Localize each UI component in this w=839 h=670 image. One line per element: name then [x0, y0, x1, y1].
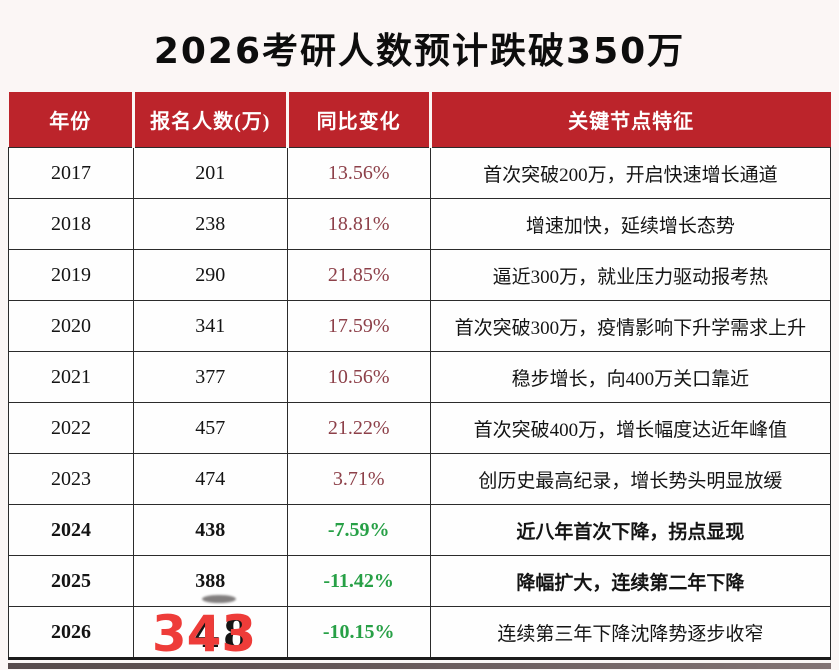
feature-cell: 增速加快，延续增长态势	[429, 198, 832, 250]
data-table: 年份 报名人数(万) 同比变化 关键节点特征 2017 201 13.56% 首次突破…	[8, 92, 832, 663]
table-row: 2025 388 -11.42% 降幅扩大，连续第二年下降	[8, 555, 832, 607]
feature-cell: 创历史最高纪录，增长势头明显放缓	[429, 453, 832, 505]
table-row: 2020 341 17.59% 首次突破300万，疫情影响下升学需求上升	[8, 300, 832, 352]
count-cell: 341	[132, 300, 288, 352]
table-row: 2019 290 21.85% 逼近300万，就业压力驱动报考热	[8, 249, 832, 301]
table-row: 2024 438 -7.59% 近八年首次下降，拐点显现	[8, 504, 832, 556]
col-header-feature: 关键节点特征	[428, 92, 831, 148]
count-cell: 48 343	[132, 605, 288, 663]
col-header-change: 同比变化	[285, 92, 431, 148]
change-cell: -10.15%	[286, 606, 431, 660]
feature-cell: 稳步增长，向400万关口靠近	[429, 351, 832, 403]
table-row: 2026 48 343 -10.15% 连续第三年下降沈降势逐步收窄	[8, 605, 832, 663]
change-cell: -7.59%	[286, 504, 431, 556]
change-cell: 17.59%	[286, 300, 431, 352]
year-cell: 2026	[8, 606, 134, 660]
table-row: 2022 457 21.22% 首次突破400万，增长幅度达近年峰值	[8, 402, 832, 454]
table-row: 2018 238 18.81% 增速加快，延续增长态势	[8, 198, 832, 250]
year-cell: 2021	[8, 351, 134, 403]
year-cell: 2018	[8, 198, 134, 250]
year-cell: 2025	[8, 555, 134, 607]
year-cell: 2019	[8, 249, 134, 301]
year-cell: 2022	[8, 402, 134, 454]
change-cell: 21.22%	[286, 402, 431, 454]
change-cell: 13.56%	[286, 147, 431, 199]
edit-smudge-artifact	[202, 595, 236, 603]
col-header-year: 年份	[8, 92, 134, 148]
year-cell: 2017	[8, 147, 134, 199]
col-header-count: 报名人数(万)	[131, 92, 288, 148]
count-overlay-back: 48	[193, 611, 253, 656]
change-cell: 10.56%	[286, 351, 431, 403]
table-row: 2023 474 3.71% 创历史最高纪录，增长势头明显放缓	[8, 453, 832, 505]
count-cell: 201	[132, 147, 288, 199]
header-row: 年份 报名人数(万) 同比变化 关键节点特征	[8, 92, 831, 148]
feature-cell: 首次突破400万，增长幅度达近年峰值	[429, 402, 832, 454]
count-cell: 438	[132, 504, 288, 556]
change-cell: 3.71%	[286, 453, 431, 505]
table-row: 2021 377 10.56% 稳步增长，向400万关口靠近	[8, 351, 832, 403]
count-cell: 457	[132, 402, 288, 454]
data-table-container: 年份 报名人数(万) 同比变化 关键节点特征 2017 201 13.56% 首次突破…	[8, 92, 832, 663]
change-cell: -11.42%	[286, 555, 431, 607]
change-cell: 21.85%	[286, 249, 431, 301]
count-cell: 474	[132, 453, 288, 505]
count-cell: 290	[132, 249, 288, 301]
bottom-edge-strip	[8, 663, 831, 669]
change-cell: 18.81%	[286, 198, 431, 250]
feature-cell: 首次突破300万，疫情影响下升学需求上升	[429, 300, 832, 352]
count-cell: 377	[132, 351, 288, 403]
feature-cell: 降幅扩大，连续第二年下降	[429, 555, 832, 607]
feature-cell: 近八年首次下降，拐点显现	[429, 504, 832, 556]
table-body: 2017 201 13.56% 首次突破200万，开启快速增长通道 2018 238 18.…	[8, 147, 832, 663]
year-cell: 2024	[8, 504, 134, 556]
feature-cell: 连续第三年下降沈降势逐步收窄	[429, 606, 832, 660]
count-overlay-front: 343	[151, 605, 257, 663]
year-cell: 2023	[8, 453, 134, 505]
table-row: 2017 201 13.56% 首次突破200万，开启快速增长通道	[8, 147, 832, 199]
feature-cell: 逼近300万，就业压力驱动报考热	[429, 249, 832, 301]
page-title: 2026考研人数预计跌破350万	[153, 31, 686, 72]
count-cell: 238	[132, 198, 288, 250]
feature-cell: 首次突破200万，开启快速增长通道	[429, 147, 832, 199]
year-cell: 2020	[8, 300, 134, 352]
